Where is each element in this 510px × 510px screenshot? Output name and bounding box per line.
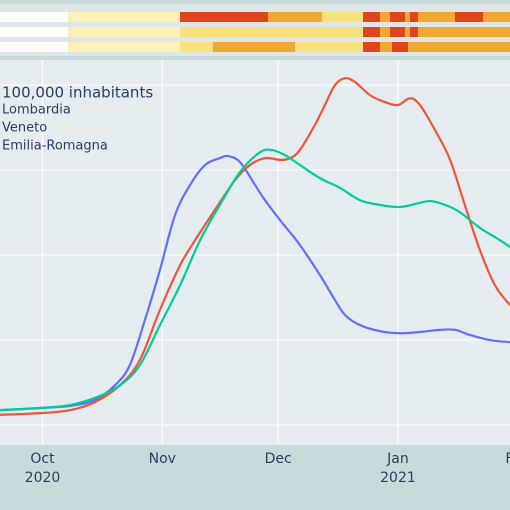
zone (392, 42, 408, 52)
zone (0, 27, 68, 37)
zone-strip (0, 4, 510, 56)
zone (0, 42, 68, 52)
zone (390, 12, 405, 22)
series-line (0, 77, 510, 416)
x-tick-label: Dec (265, 451, 292, 467)
zone (68, 12, 180, 22)
zone (180, 12, 268, 22)
grid (0, 60, 510, 445)
zone (390, 27, 405, 37)
zone (380, 12, 390, 22)
zone (68, 27, 180, 37)
labels: Oct Nov Dec Jan Feb 2020 2021 Lombardia Veneto Em… (2, 103, 510, 487)
zone (180, 27, 363, 37)
zone (322, 12, 363, 22)
x-tick-label: Nov (149, 451, 176, 467)
zone (363, 27, 380, 37)
x-tick-label: Jan (386, 451, 409, 467)
lines (0, 77, 510, 416)
zone (380, 27, 390, 37)
zone (295, 42, 363, 52)
zone (408, 42, 510, 52)
zone (410, 12, 418, 22)
plot-area (0, 60, 510, 445)
x-tick-label: Oct (30, 451, 55, 467)
legend-label: Emilia-Romagna (2, 139, 108, 154)
zone (455, 12, 483, 22)
zone (363, 42, 380, 52)
x-tick-label: Feb (505, 451, 510, 467)
zone (380, 42, 392, 52)
zone (363, 12, 380, 22)
zone (268, 12, 322, 22)
zone (410, 27, 418, 37)
zone (483, 12, 510, 22)
zone (213, 42, 295, 52)
zone (405, 27, 410, 37)
zone (0, 12, 68, 22)
x-year-label: 2021 (380, 470, 416, 486)
series-line (0, 154, 510, 412)
zone (405, 12, 410, 22)
zone (68, 42, 180, 52)
series-line (0, 148, 510, 412)
legend-label: Veneto (2, 121, 47, 136)
zone (418, 12, 455, 22)
legend-title: 100,000 inhabitants (2, 84, 153, 102)
zone (180, 42, 213, 52)
legend-label: Lombardia (2, 103, 71, 118)
zone (418, 27, 510, 37)
x-year-label: 2020 (25, 470, 61, 486)
